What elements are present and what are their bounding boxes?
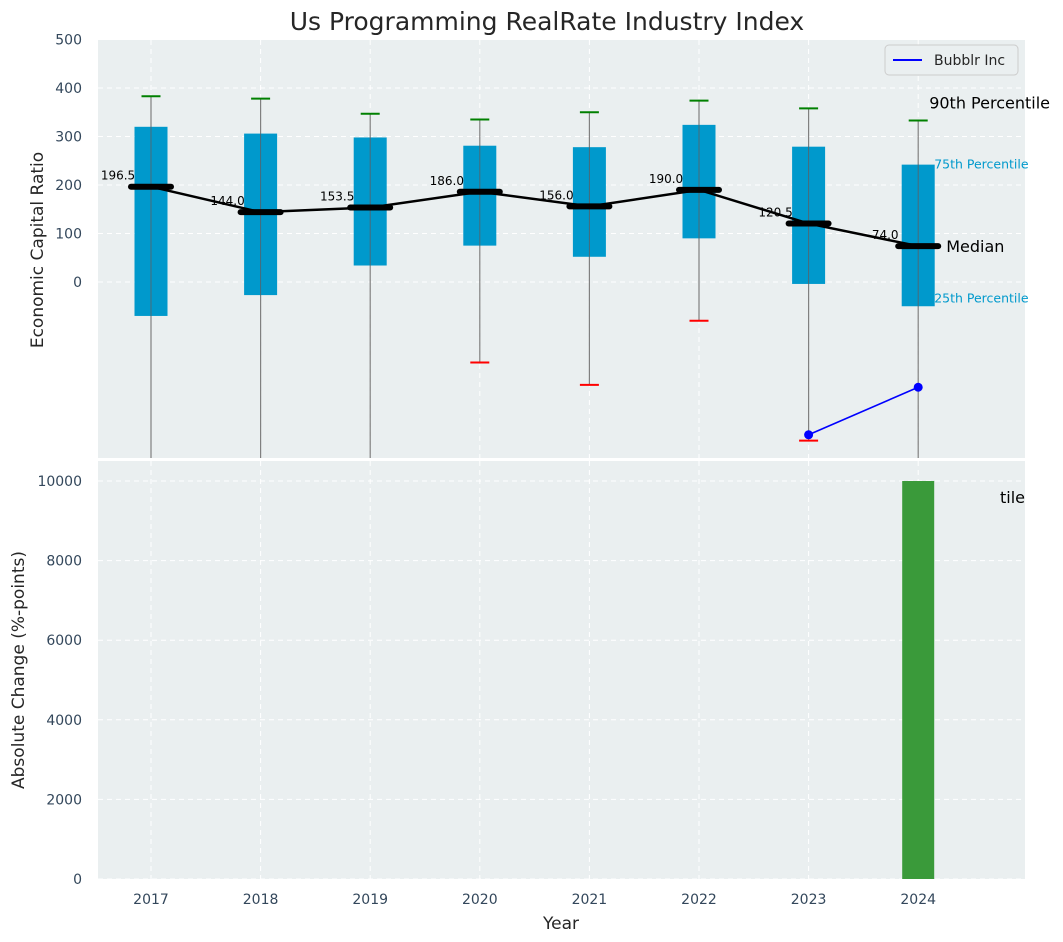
- median-value-label: 156.0: [539, 188, 573, 202]
- legend: Bubblr Inc: [884, 44, 1019, 76]
- top-y-tick-label: 400: [55, 81, 82, 97]
- x-tick-label: 2024: [900, 892, 936, 908]
- bottom-y-tick-label: 2000: [46, 792, 82, 808]
- company-point: [913, 382, 923, 392]
- bottom-y-tick-label: 10000: [37, 474, 82, 490]
- chart-title: Us Programming RealRate Industry Index: [290, 7, 804, 36]
- median-value-label: 144.0: [210, 194, 244, 208]
- annotation-median: Median: [946, 237, 1004, 256]
- x-tick-label: 2022: [681, 892, 717, 908]
- annotation-90th-percentile: 90th Percentile: [929, 93, 1050, 112]
- top-y-tick-label: 300: [55, 130, 82, 146]
- x-tick-label: 2017: [133, 892, 169, 908]
- bottom-y-tick-label: 0: [73, 872, 82, 888]
- x-tick-label: 2021: [572, 892, 608, 908]
- x-axis-label: Year: [542, 914, 579, 934]
- x-tick-label: 2023: [791, 892, 827, 908]
- bottom-y-tick-label: 6000: [46, 633, 82, 649]
- median-value-label: 120.5: [758, 206, 792, 220]
- top-y-tick-label: 0: [73, 275, 82, 291]
- bottom-y-axis-label: Absolute Change (%-points): [9, 551, 29, 789]
- median-value-label: 74.0: [872, 228, 899, 242]
- x-tick-label: 2019: [352, 892, 388, 908]
- median-value-label: 153.5: [320, 190, 354, 204]
- top-y-tick-label: 100: [55, 227, 82, 243]
- legend-box: [884, 44, 1019, 76]
- bottom-y-tick-label: 4000: [46, 713, 82, 729]
- median-value-label: 190.0: [649, 172, 683, 186]
- clipped-annotation: tile: [1000, 488, 1025, 507]
- x-tick-label: 2018: [243, 892, 279, 908]
- annotation-25th-percentile: 25th Percentile: [934, 290, 1029, 305]
- bottom-y-tick-label: 8000: [46, 554, 82, 570]
- top-y-tick-label: 200: [55, 178, 82, 194]
- median-value-label: 186.0: [430, 174, 464, 188]
- bottom-plot-background: [98, 461, 1025, 879]
- company-line-bubblr: [808, 386, 919, 436]
- top-y-axis-label: Economic Capital Ratio: [28, 152, 48, 348]
- top-y-tick-label: 500: [55, 33, 82, 49]
- top-plot-background: [98, 40, 1025, 458]
- x-tick-label: 2020: [462, 892, 498, 908]
- company-point: [804, 430, 814, 440]
- bar-2024: [902, 481, 935, 879]
- legend-label-bubblr: Bubblr Inc: [934, 53, 1005, 69]
- median-value-label: 196.5: [101, 169, 135, 183]
- annotation-75th-percentile: 75th Percentile: [934, 157, 1029, 172]
